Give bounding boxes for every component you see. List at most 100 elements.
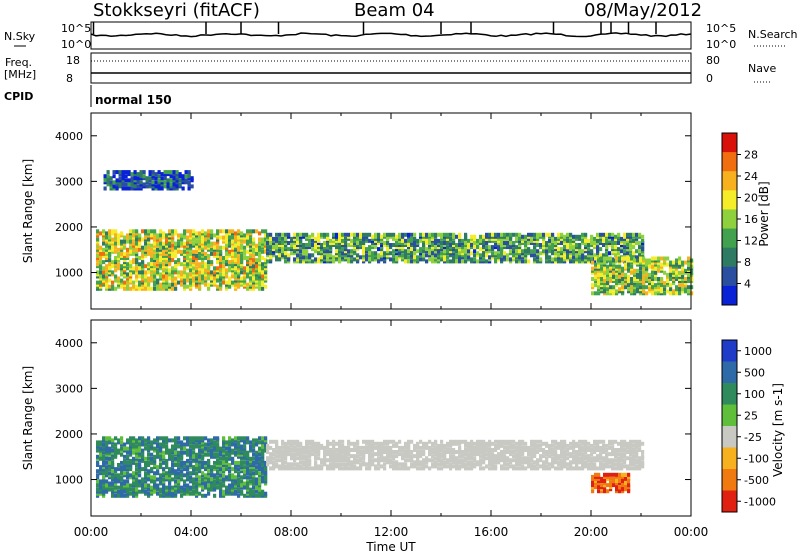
range-cell xyxy=(210,243,214,248)
range-cell xyxy=(105,274,109,279)
range-cell xyxy=(222,245,226,250)
range-cell xyxy=(147,436,151,441)
range-cell xyxy=(261,266,265,271)
range-cell xyxy=(639,256,643,261)
range-cell xyxy=(479,466,483,471)
range-cell xyxy=(365,448,369,452)
range-cell xyxy=(596,249,600,254)
range-cell xyxy=(425,456,429,461)
range-cell xyxy=(473,445,477,450)
range-cell xyxy=(452,241,456,245)
range-cell xyxy=(126,473,130,478)
range-cell xyxy=(150,442,154,447)
freq-panel-frame xyxy=(90,52,692,84)
range-cell xyxy=(380,253,384,258)
range-cell xyxy=(219,481,223,486)
range-cell xyxy=(192,477,196,482)
range-cell xyxy=(386,236,390,241)
range-cell xyxy=(132,477,136,482)
range-cell xyxy=(467,257,471,262)
range-cell xyxy=(102,493,106,498)
range-cell xyxy=(228,450,232,455)
range-cell xyxy=(132,487,136,492)
range-cell xyxy=(117,233,121,238)
range-cell xyxy=(377,253,381,258)
range-cell xyxy=(581,232,585,237)
range-cell xyxy=(153,274,157,279)
range-cell xyxy=(192,481,196,486)
range-cell xyxy=(222,493,226,498)
range-cell xyxy=(165,446,169,451)
range-cell xyxy=(479,458,483,463)
range-cell xyxy=(488,245,492,250)
range-cell xyxy=(105,442,109,447)
range-cell xyxy=(183,231,187,236)
range-cell xyxy=(225,270,229,275)
range-cell xyxy=(642,260,646,265)
range-cell xyxy=(228,231,232,236)
range-cell xyxy=(186,243,190,248)
range-cell xyxy=(470,234,474,239)
range-cell xyxy=(266,245,270,250)
colorbar-swatch xyxy=(722,133,737,153)
range-cell xyxy=(147,483,151,488)
range-cell xyxy=(536,259,540,264)
range-cell xyxy=(234,270,238,275)
range-cell xyxy=(141,266,145,271)
range-cell xyxy=(222,448,226,453)
range-cell xyxy=(261,229,265,234)
range-cell xyxy=(569,257,573,262)
range-cell xyxy=(187,182,191,187)
range-cell xyxy=(156,284,160,289)
range-cell xyxy=(296,257,300,262)
range-cell xyxy=(126,266,130,271)
range-cell xyxy=(249,262,253,267)
range-cell xyxy=(129,473,133,478)
range-cell xyxy=(557,253,561,258)
range-cell xyxy=(590,249,594,254)
range-cell xyxy=(416,443,420,448)
range-cell xyxy=(437,238,441,243)
range-cell xyxy=(156,436,160,441)
range-cell xyxy=(135,270,139,275)
range-cell xyxy=(488,456,492,461)
range-cell xyxy=(246,274,250,279)
range-cell xyxy=(180,463,184,467)
range-cell xyxy=(335,462,339,467)
range-cell xyxy=(479,454,483,459)
range-cell xyxy=(509,439,513,444)
range-cell xyxy=(681,287,685,292)
range-cell xyxy=(308,460,312,465)
range-cell xyxy=(222,467,226,472)
range-cell xyxy=(183,473,187,478)
range-cell xyxy=(536,232,540,237)
range-cell xyxy=(261,454,265,459)
range-cell xyxy=(524,460,528,465)
range-cell xyxy=(488,257,492,262)
range-cell xyxy=(458,238,462,243)
range-cell xyxy=(326,439,330,444)
range-cell xyxy=(264,262,268,267)
range-cell xyxy=(407,232,411,237)
range-cell xyxy=(258,258,262,263)
range-cell xyxy=(258,463,262,467)
range-cell xyxy=(612,258,616,263)
range-cell xyxy=(237,258,241,263)
range-cell xyxy=(135,286,139,291)
range-cell xyxy=(636,268,640,273)
range-cell xyxy=(663,291,667,296)
range-cell xyxy=(600,260,604,265)
range-cell xyxy=(485,241,489,245)
range-cell xyxy=(231,442,235,447)
range-cell xyxy=(187,186,191,191)
range-cell xyxy=(153,465,157,470)
range-cell xyxy=(584,232,588,237)
range-cell xyxy=(162,247,166,252)
range-cell xyxy=(123,485,127,490)
range-cell xyxy=(216,251,220,256)
range-cell xyxy=(611,241,615,245)
range-cell xyxy=(156,491,160,496)
range-cell xyxy=(473,441,477,446)
range-cell xyxy=(536,460,540,465)
range-cell xyxy=(275,232,279,237)
